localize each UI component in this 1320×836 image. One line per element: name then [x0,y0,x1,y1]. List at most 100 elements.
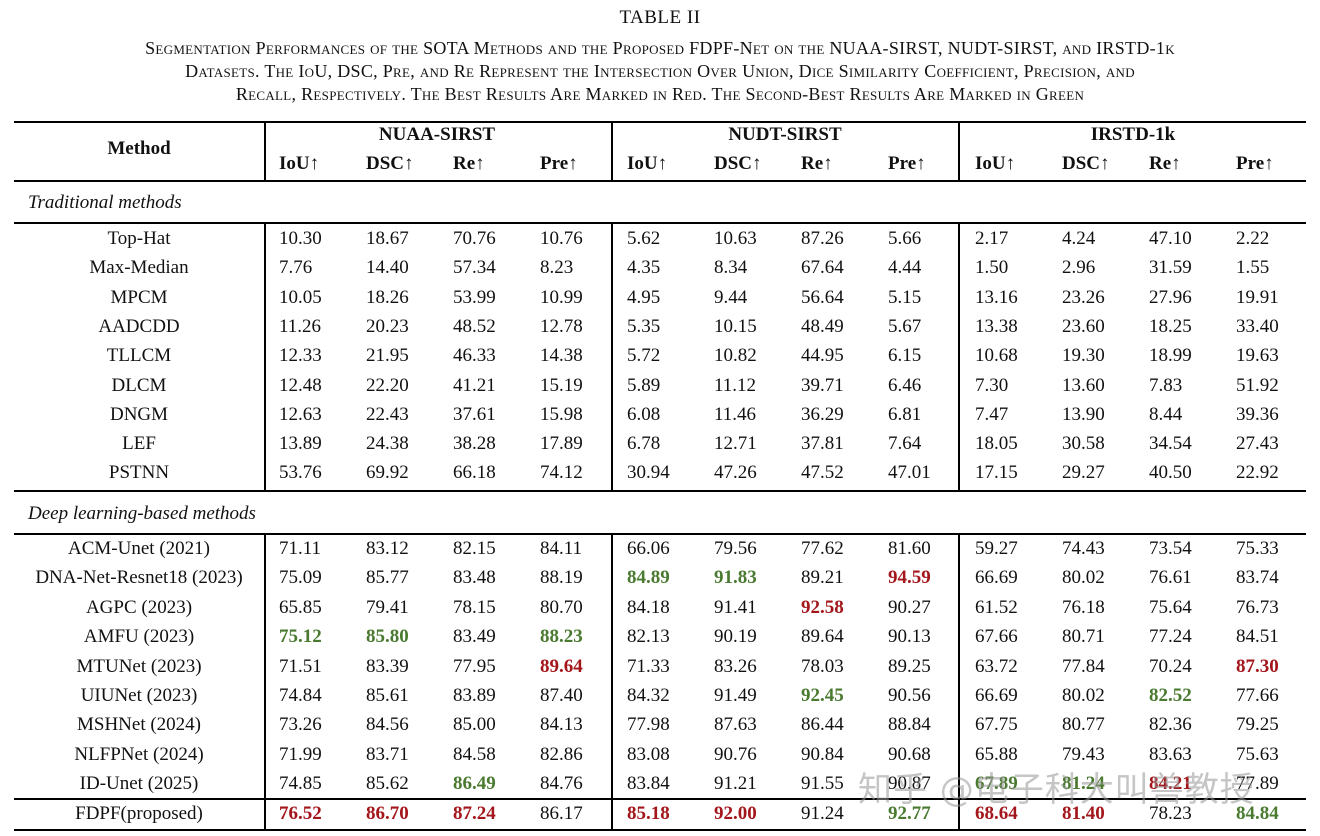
table-cell: 7.64 [888,433,922,455]
table-cell: 29.27 [1062,462,1105,484]
table-cell: 77.24 [1149,626,1192,648]
section-rule-2 [14,533,1306,535]
table-cell: 91.41 [714,596,757,618]
table-cell: 84.58 [453,743,496,765]
table-cell: 80.77 [1062,714,1105,736]
table-cell: 75.63 [1236,743,1279,765]
section-title: Deep learning-based methods [28,503,256,524]
table-cell: 83.84 [627,773,670,795]
table-cell: 92.77 [888,803,931,824]
table-cell: 73.26 [279,714,322,736]
table-cell: 2.22 [1236,228,1270,249]
table-row-method: MSHNet (2024) [76,714,202,736]
table-cell: 6.08 [627,403,661,425]
table-cell: 13.90 [1062,403,1105,425]
table-cell: 66.18 [453,462,496,484]
table-row-method: PSTNN [108,462,170,484]
table-cell: 22.20 [366,374,409,396]
table-cell: 90.68 [888,743,931,765]
table-cell: 5.72 [627,345,661,367]
table-cell: 2.17 [975,228,1009,249]
table-cell: 86.49 [453,773,496,795]
table-cell: 77.66 [1236,685,1279,706]
table-cell: 6.15 [888,345,922,367]
table-cell: 74.85 [279,773,322,795]
table-cell: 85.61 [366,685,409,706]
table-cell: 83.74 [1236,567,1279,589]
table-label: TABLE II [619,7,701,28]
table-cell: 14.38 [540,345,583,367]
table-cell: 76.18 [1062,596,1105,618]
table-cell: 90.56 [888,685,931,706]
header-metric: Pre↑ [1236,153,1274,174]
table-cell: 4.24 [1062,228,1096,249]
table-cell: 92.58 [801,596,844,618]
table-cell: 91.21 [714,773,757,795]
table-cell: 24.38 [366,433,409,455]
table-cell: 11.46 [714,403,757,425]
table-cell: 67.75 [975,714,1018,736]
table-cell: 10.76 [540,228,583,249]
table-cell: 11.26 [279,315,322,337]
table-cell: 15.19 [540,374,583,396]
table-cell: 68.64 [975,803,1018,824]
table-cell: 83.63 [1149,743,1192,765]
column-divider [264,122,266,180]
table-row-method: LEF [122,433,156,455]
table-cell: 87.30 [1236,655,1279,677]
table-cell: 5.67 [888,315,922,337]
table-cell: 89.21 [801,567,844,589]
table-cell: 83.89 [453,685,496,706]
table-cell: 15.98 [540,403,583,425]
table-cell: 83.12 [366,538,409,559]
table-cell: 91.24 [801,803,844,824]
table-cell: 22.92 [1236,462,1279,484]
header-rule [14,180,1306,182]
table-cell: 82.36 [1149,714,1192,736]
table-cell: 19.63 [1236,345,1279,367]
table-cell: 4.44 [888,257,922,279]
table-cell: 48.49 [801,315,844,337]
table-cell: 41.21 [453,374,496,396]
table-cell: 83.49 [453,626,496,648]
table-cell: 53.76 [279,462,322,484]
table-cell: 37.61 [453,403,496,425]
table-cell: 48.52 [453,315,496,337]
table-cell: 75.33 [1236,538,1279,559]
table-cell: 13.60 [1062,374,1105,396]
table-cell: 86.70 [366,803,409,824]
column-divider [958,223,960,490]
table-cell: 80.02 [1062,685,1105,706]
column-divider [611,534,613,830]
table-cell: 82.86 [540,743,583,765]
table-cell: 85.18 [627,803,670,824]
table-cell: 13.16 [975,286,1018,308]
table-cell: 18.25 [1149,315,1192,337]
header-metric: IoU↑ [627,153,668,174]
table-cell: 17.89 [540,433,583,455]
table-cell: 7.83 [1149,374,1183,396]
table-cell: 34.54 [1149,433,1192,455]
table-cell: 84.18 [627,596,670,618]
table-cell: 89.64 [801,626,844,648]
table-cell: 61.52 [975,596,1018,618]
table-cell: 81.40 [1062,803,1105,824]
table-cell: 20.23 [366,315,409,337]
table-cell: 75.12 [279,626,322,648]
table-cell: 82.15 [453,538,496,559]
table-cell: 71.33 [627,655,670,677]
table-cell: 12.71 [714,433,757,455]
table-cell: 23.60 [1062,315,1105,337]
header-metric: DSC↑ [1062,153,1110,174]
table-cell: 85.00 [453,714,496,736]
table-cell: 46.33 [453,345,496,367]
table-cell: 2.96 [1062,257,1096,279]
table-row-method: ACM-Unet (2021) [68,538,210,559]
table-cell: 21.95 [366,345,409,367]
table-cell: 88.23 [540,626,583,648]
table-row-method: Top-Hat [107,228,171,249]
table-cell: 83.71 [366,743,409,765]
column-divider [264,223,266,490]
table-cell: 70.24 [1149,655,1192,677]
table-cell: 5.35 [627,315,661,337]
